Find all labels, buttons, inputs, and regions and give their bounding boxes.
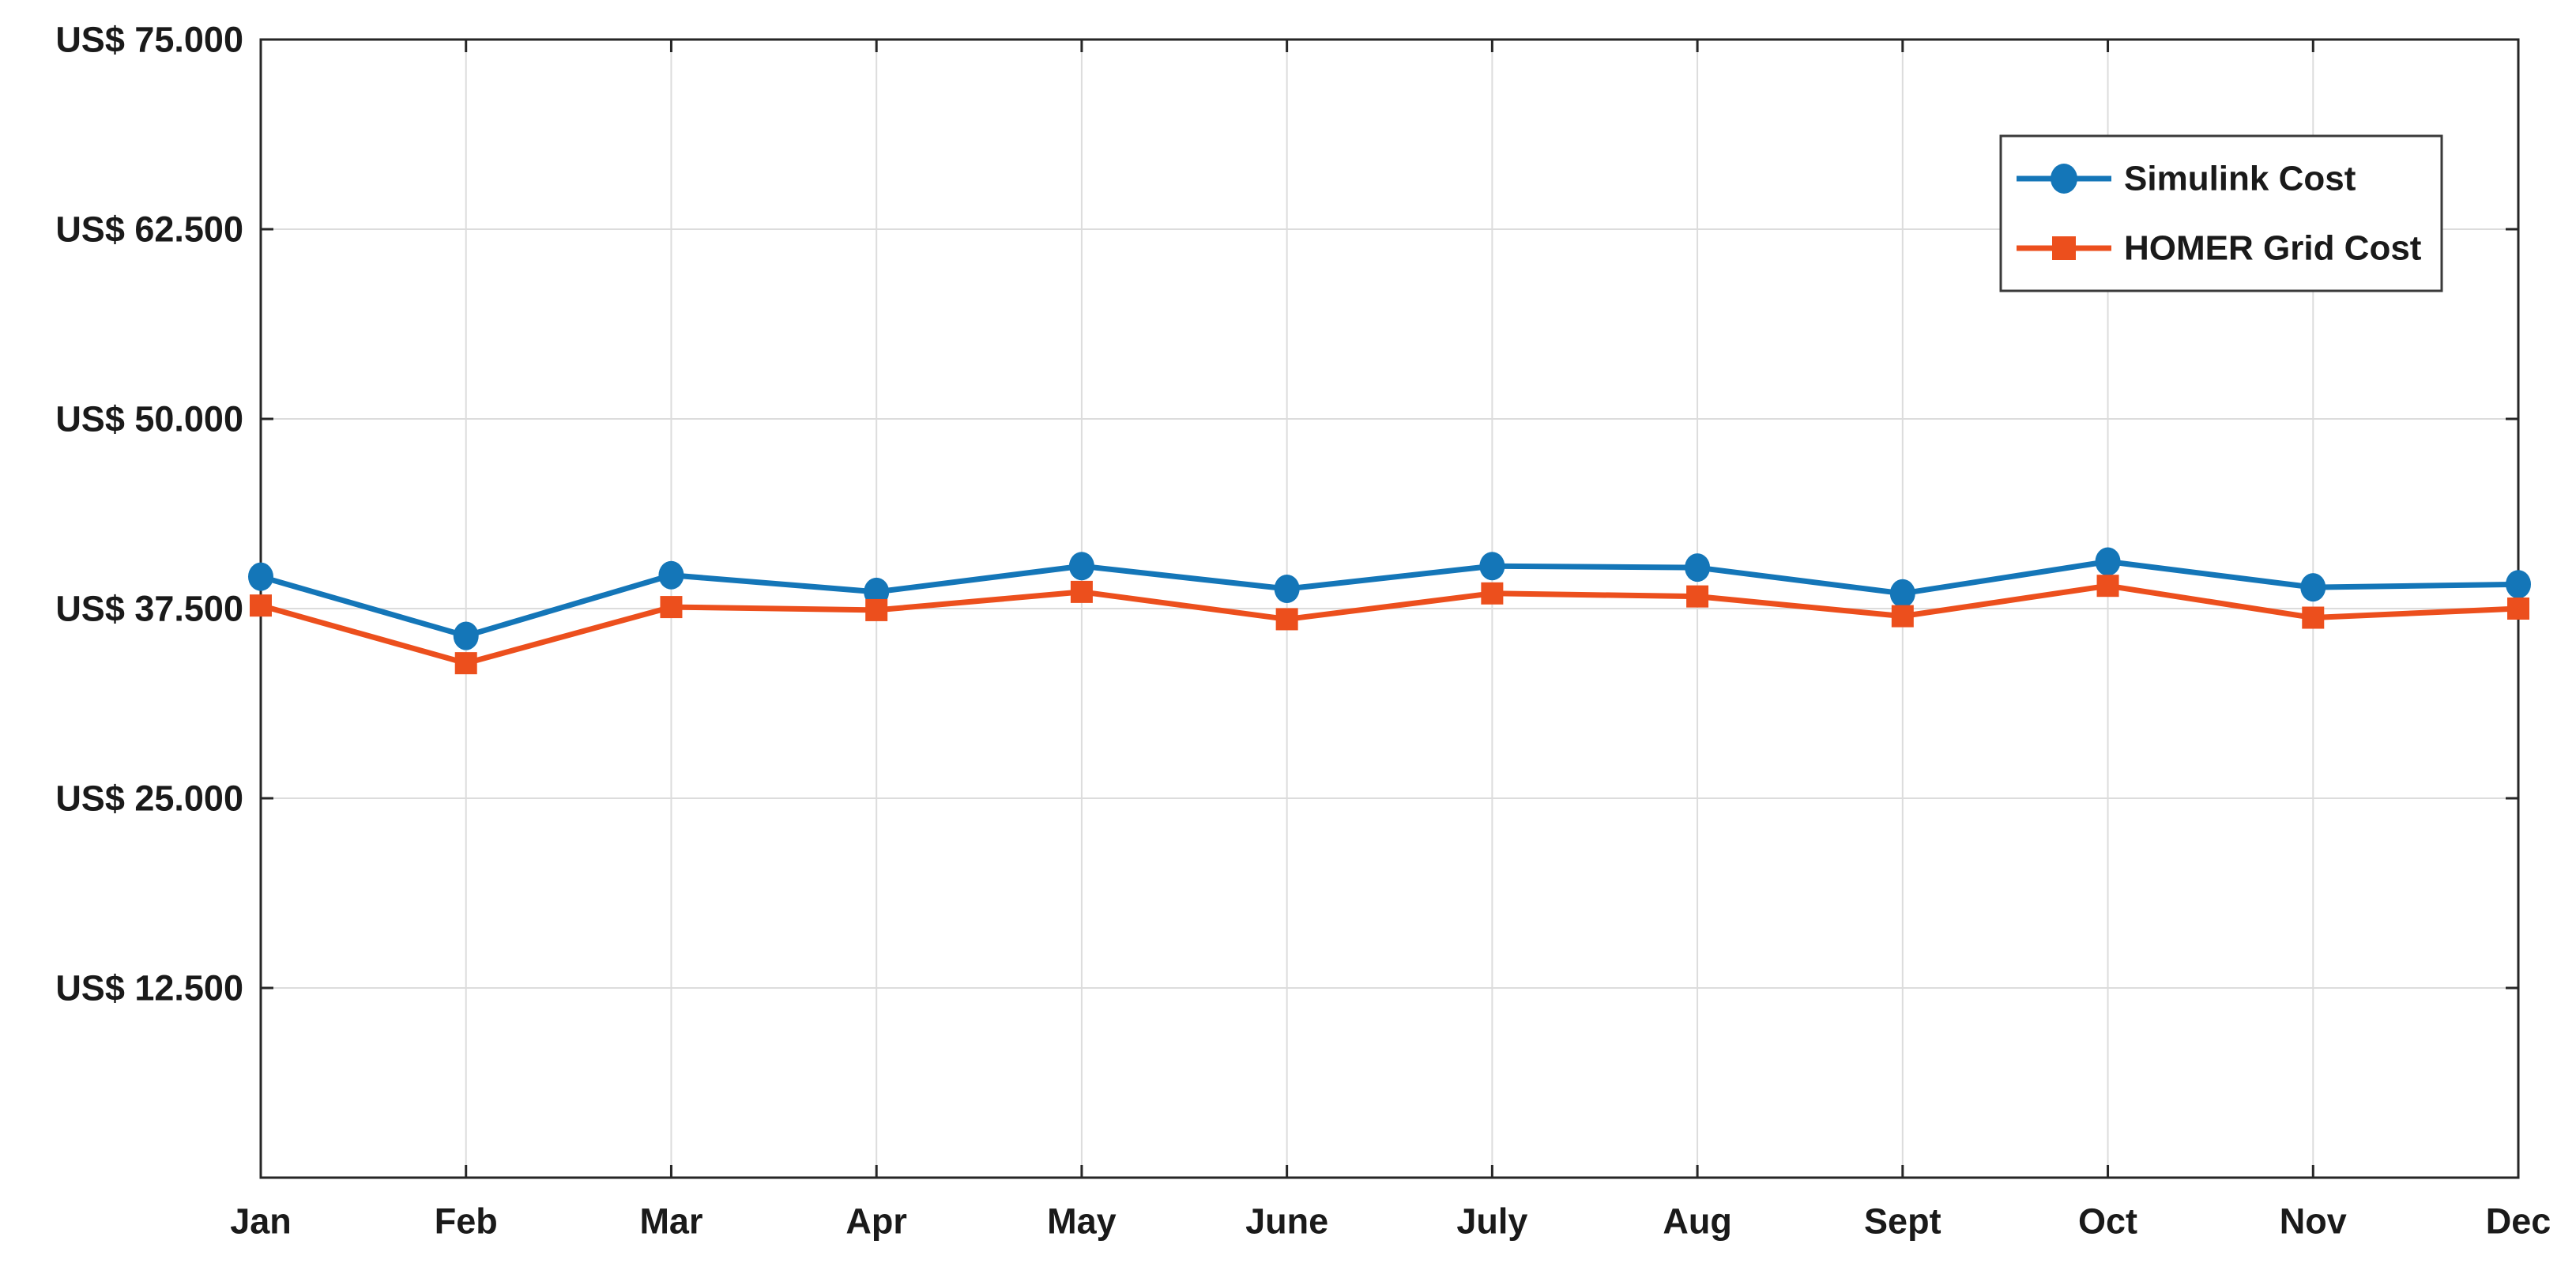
x-tick-label: May <box>1047 1201 1117 1242</box>
marker-square-homer-grid-cost <box>2302 606 2325 629</box>
marker-circle-simulink-cost <box>2506 570 2531 599</box>
marker-square-homer-grid-cost <box>1070 580 1093 603</box>
marker-square-homer-grid-cost <box>250 594 272 617</box>
x-tick-label: July <box>1456 1201 1527 1242</box>
legend-box <box>1999 134 2443 292</box>
x-tick-label: Feb <box>435 1201 498 1242</box>
marker-circle-simulink-cost <box>1685 553 1711 582</box>
marker-square-homer-grid-cost <box>865 598 888 621</box>
marker-circle-simulink-cost <box>864 577 890 606</box>
marker-square-homer-grid-cost <box>2096 575 2119 598</box>
x-tick-label: June <box>1245 1201 1328 1242</box>
marker-square-homer-grid-cost <box>1891 605 1914 628</box>
x-tick-label: Dec <box>2486 1201 2552 1242</box>
y-tick-label: US$ 37.500 <box>55 589 243 629</box>
series-line-simulink-cost <box>260 558 2519 639</box>
marker-circle-simulink-cost <box>1479 552 1505 581</box>
legend-entry-homer-grid-cost: HOMER Grid Cost <box>2017 229 2422 268</box>
marker-circle-simulink-cost <box>2300 573 2326 602</box>
series-line-homer-grid-cost <box>260 582 2519 666</box>
marker-square-homer-grid-cost <box>660 596 683 619</box>
marker-square-homer-grid-cost <box>1275 608 1298 631</box>
y-tick-label: US$ 50.000 <box>55 399 243 439</box>
x-tick-label: Nov <box>2280 1201 2347 1242</box>
marker-circle-simulink-cost <box>1068 552 1094 581</box>
marker-circle-simulink-cost <box>658 560 684 590</box>
marker-circle-simulink-cost <box>248 562 273 591</box>
x-tick-label: Jan <box>230 1201 292 1242</box>
legend: Simulink Cost HOMER Grid Cost <box>1999 134 2443 292</box>
legend-label: HOMER Grid Cost <box>2124 229 2422 268</box>
x-tick-label: Oct <box>2078 1201 2137 1242</box>
y-tick-label: US$ 62.500 <box>55 209 243 250</box>
y-tick-label: US$ 25.000 <box>55 779 243 819</box>
marker-circle-simulink-cost <box>1889 579 1915 608</box>
marker-square-homer-grid-cost <box>2507 598 2529 620</box>
marker-circle-simulink-cost <box>453 621 479 650</box>
marker-square-homer-grid-cost <box>1686 585 1709 608</box>
marker-square-homer-grid-cost <box>454 652 477 675</box>
legend-label: Simulink Cost <box>2124 160 2356 198</box>
legend-entry-simulink-cost: Simulink Cost <box>2017 160 2356 198</box>
x-tick-label: Apr <box>845 1201 907 1242</box>
x-tick-label: Mar <box>639 1201 702 1242</box>
marker-square-homer-grid-cost <box>1481 582 1504 605</box>
y-tick-label: US$ 12.500 <box>55 968 243 1009</box>
marker-circle-simulink-cost <box>2095 547 2121 576</box>
marker-circle-simulink-cost <box>1274 575 1300 604</box>
x-tick-label: Sept <box>1864 1201 1941 1242</box>
x-tick-label: Aug <box>1663 1201 1731 1242</box>
y-tick-label: US$ 75.000 <box>55 20 243 60</box>
legend-circle-marker-icon <box>2051 164 2077 194</box>
legend-square-marker-icon <box>2052 236 2076 260</box>
